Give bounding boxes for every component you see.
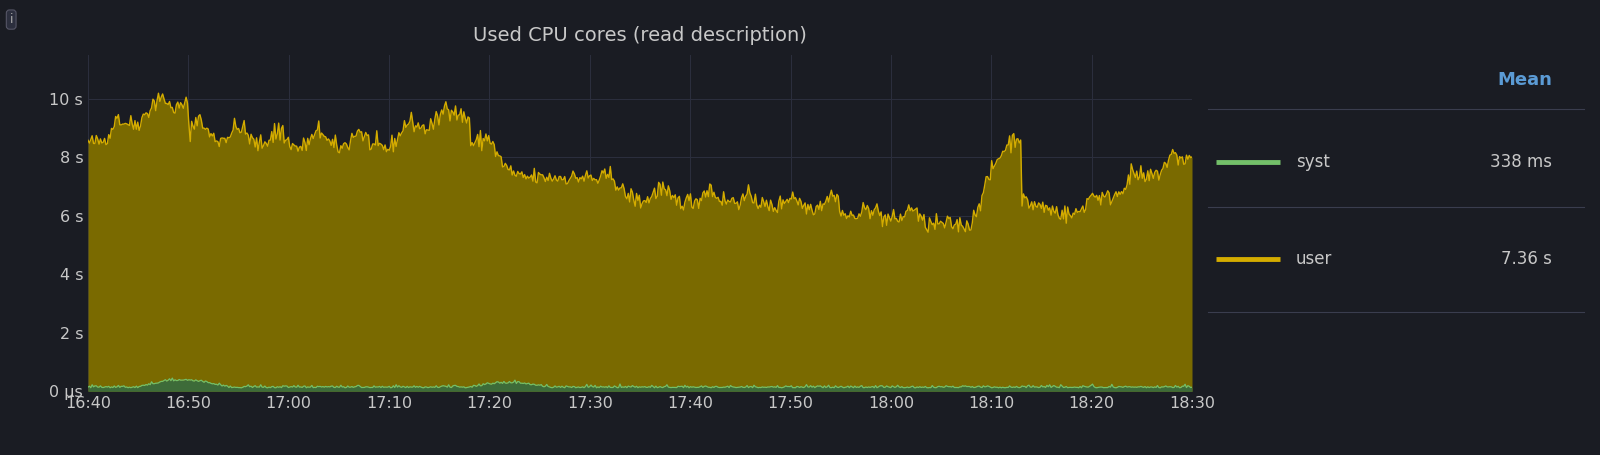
Title: Used CPU cores (read description): Used CPU cores (read description) bbox=[474, 26, 806, 45]
Text: 338 ms: 338 ms bbox=[1490, 152, 1552, 171]
Text: Mean: Mean bbox=[1498, 71, 1552, 89]
Text: user: user bbox=[1296, 250, 1333, 268]
Text: 7.36 s: 7.36 s bbox=[1501, 250, 1552, 268]
Text: syst: syst bbox=[1296, 152, 1330, 171]
Text: i: i bbox=[10, 13, 13, 26]
